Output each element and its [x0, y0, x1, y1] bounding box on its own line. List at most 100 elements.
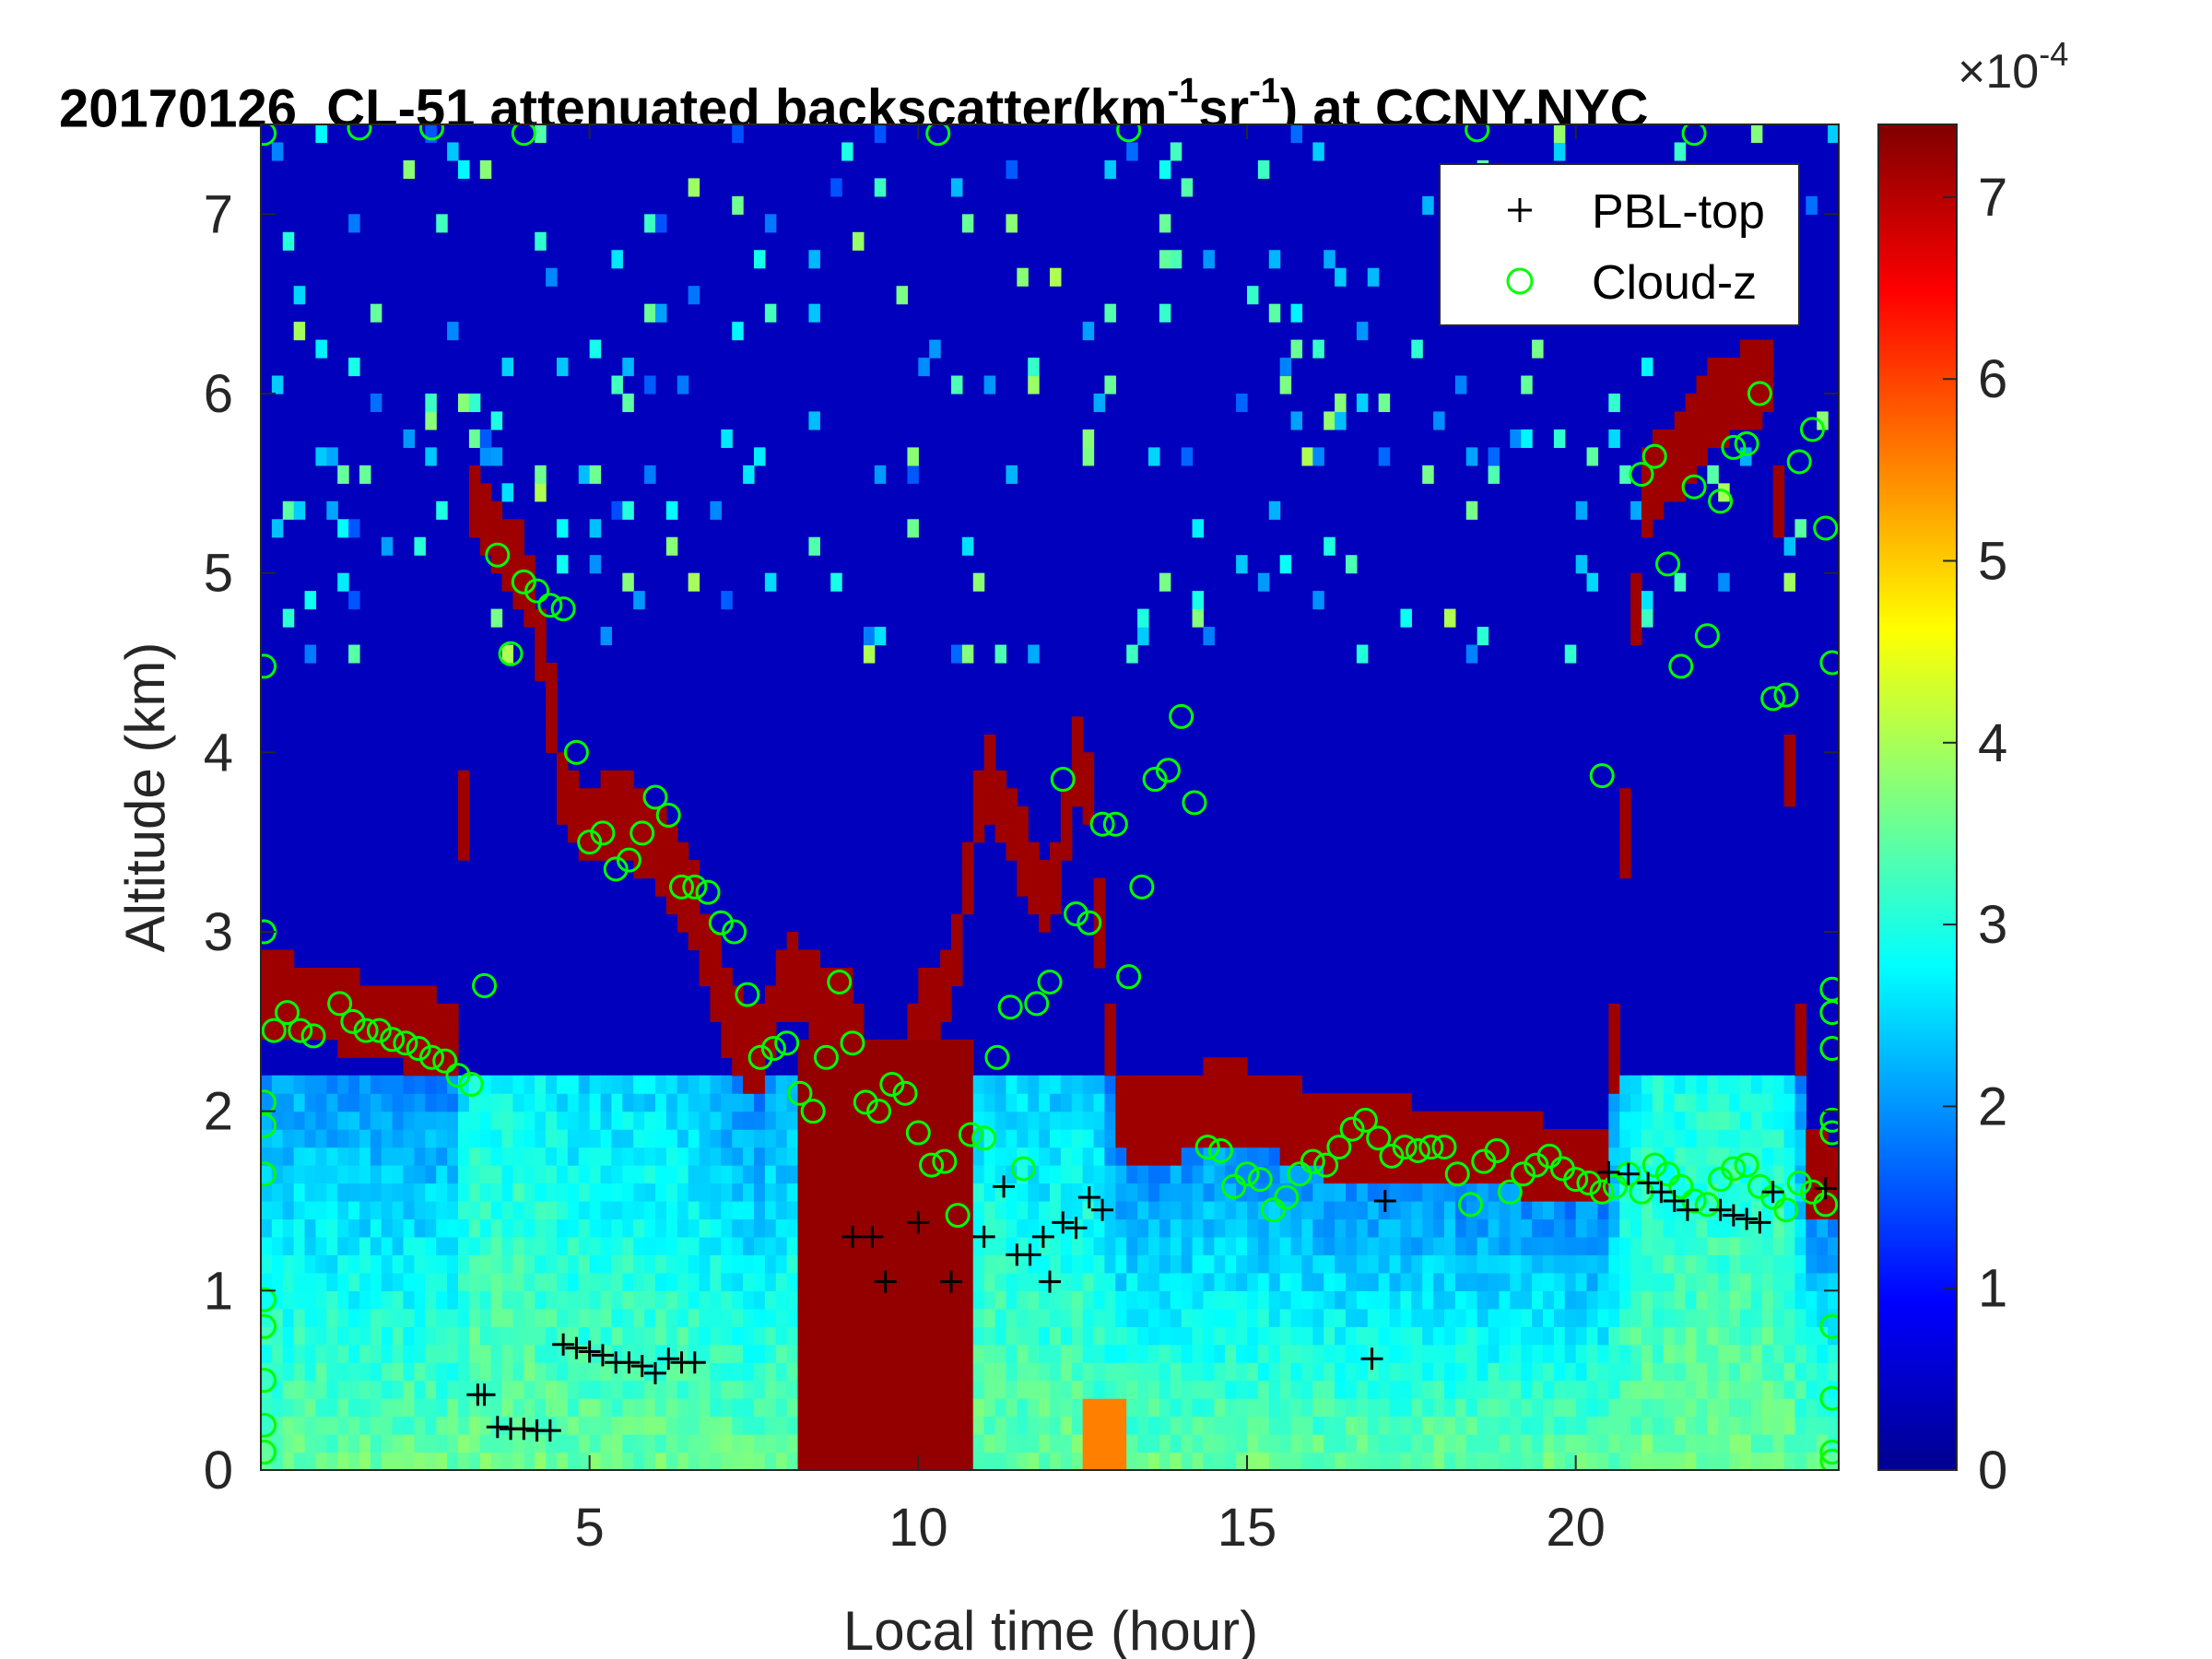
heatmap-cell	[1652, 483, 1665, 502]
heatmap-cell	[1488, 1434, 1500, 1453]
heatmap-cell	[677, 860, 689, 879]
heatmap-cell	[1828, 124, 1839, 144]
heatmap-cell	[896, 1416, 909, 1435]
cloud-z-point	[261, 1440, 277, 1465]
heatmap-cell	[1729, 1111, 1741, 1130]
heatmap-cell	[929, 1129, 941, 1148]
cloud-z-point	[1010, 1156, 1036, 1182]
heatmap-cell	[1367, 1398, 1380, 1418]
heatmap-cell	[326, 1075, 338, 1094]
heatmap-cell	[1290, 303, 1303, 323]
heatmap-cell	[1586, 447, 1599, 466]
heatmap-cell	[1039, 1129, 1051, 1148]
cloud-z-point	[958, 1122, 983, 1147]
heatmap-cell	[1783, 1147, 1796, 1166]
heatmap-cell	[1718, 1236, 1730, 1255]
heatmap-cell	[370, 1326, 382, 1346]
heatmap-cell	[1071, 1380, 1084, 1399]
heatmap-cell	[918, 1039, 930, 1058]
heatmap-cell	[1685, 1290, 1698, 1310]
heatmap-cell	[315, 1290, 327, 1310]
heatmap-cell	[1148, 1398, 1160, 1418]
heatmap-cell	[1389, 1380, 1402, 1399]
heatmap-cell	[699, 1380, 712, 1399]
pbl-top-point	[473, 1383, 496, 1406]
cloud-z-point	[1760, 686, 1786, 712]
heatmap-cell	[918, 1057, 930, 1077]
heatmap-cell	[1674, 1434, 1687, 1453]
heatmap-cell	[1619, 1290, 1631, 1310]
heatmap-cell	[961, 1147, 974, 1166]
heatmap-cell	[524, 1434, 535, 1453]
cloud-z-point	[590, 820, 616, 846]
heatmap-cell	[370, 1075, 382, 1094]
heatmap-cell	[1093, 1308, 1106, 1327]
heatmap-cell	[293, 1272, 306, 1291]
heatmap-cell	[1028, 877, 1040, 897]
heatmap-cell	[1071, 1362, 1084, 1382]
heatmap-cell	[874, 1236, 887, 1255]
heatmap-cell	[1400, 1201, 1412, 1220]
heatmap-cell	[1181, 1416, 1194, 1435]
heatmap-cell	[392, 1272, 405, 1291]
heatmap-cell	[1017, 1326, 1029, 1346]
heatmap-cell	[622, 1093, 634, 1112]
heatmap-cell	[754, 1021, 766, 1041]
heatmap-cell	[468, 500, 481, 520]
heatmap-cell	[710, 1218, 722, 1238]
heatmap-cell	[1050, 1129, 1062, 1148]
heatmap-cell	[271, 1398, 284, 1418]
heatmap-cell	[1257, 1254, 1270, 1274]
heatmap-cell	[1718, 1075, 1730, 1094]
heatmap-cell	[1203, 1093, 1215, 1112]
heatmap-cell	[1039, 1326, 1051, 1346]
heatmap-cell	[961, 1182, 974, 1202]
heatmap-cell	[1817, 1236, 1829, 1255]
heatmap-cell	[1324, 1308, 1335, 1327]
heatmap-cell	[1499, 1398, 1511, 1418]
heatmap-cell	[961, 1398, 974, 1418]
heatmap-cell	[929, 1344, 941, 1363]
heatmap-cell	[940, 1129, 952, 1148]
heatmap-cell	[1039, 1182, 1051, 1202]
heatmap-cell	[414, 1344, 426, 1363]
heatmap-cell	[1104, 1380, 1116, 1399]
heatmap-cell	[951, 1147, 963, 1166]
cloud-z-point	[1786, 449, 1812, 475]
heatmap-cell	[1477, 1452, 1489, 1470]
heatmap-cell	[370, 394, 382, 413]
heatmap-cell	[282, 1201, 295, 1220]
heatmap-cell	[1641, 519, 1653, 538]
heatmap-cell	[1740, 1093, 1752, 1112]
heatmap-cell	[732, 1344, 744, 1363]
heatmap-cell	[512, 1218, 524, 1238]
heatmap-cell	[512, 1236, 524, 1255]
heatmap-cell	[994, 1398, 1007, 1418]
heatmap-cell	[1630, 1182, 1642, 1202]
heatmap-cell	[1433, 1236, 1445, 1255]
heatmap-cell	[1071, 716, 1084, 735]
heatmap-cell	[961, 1075, 974, 1094]
heatmap-cell	[1597, 1147, 1609, 1166]
heatmap-cell	[1006, 1201, 1018, 1220]
heatmap-cell	[293, 1254, 306, 1274]
heatmap-cell	[458, 1290, 470, 1310]
heatmap-cell	[819, 1290, 831, 1310]
heatmap-cell	[808, 1308, 820, 1327]
heatmap-cell	[622, 1380, 634, 1399]
heatmap-cell	[743, 1165, 755, 1184]
heatmap-cell	[1806, 1344, 1818, 1363]
heatmap-cell	[1794, 519, 1806, 538]
heatmap-cell	[994, 1272, 1007, 1291]
cloud-z-point	[1261, 1197, 1287, 1223]
heatmap-cell	[1312, 1380, 1324, 1399]
heatmap-cell	[1225, 1111, 1237, 1130]
heatmap-cell	[754, 1254, 766, 1274]
heatmap-cell	[392, 1398, 405, 1418]
heatmap-cell	[1017, 1290, 1029, 1310]
heatmap-cell	[1806, 1290, 1818, 1310]
pbl-top-point	[538, 1419, 561, 1442]
heatmap-cell	[1707, 1398, 1719, 1418]
heatmap-cell	[1707, 1236, 1719, 1255]
heatmap-cell	[304, 1201, 317, 1220]
